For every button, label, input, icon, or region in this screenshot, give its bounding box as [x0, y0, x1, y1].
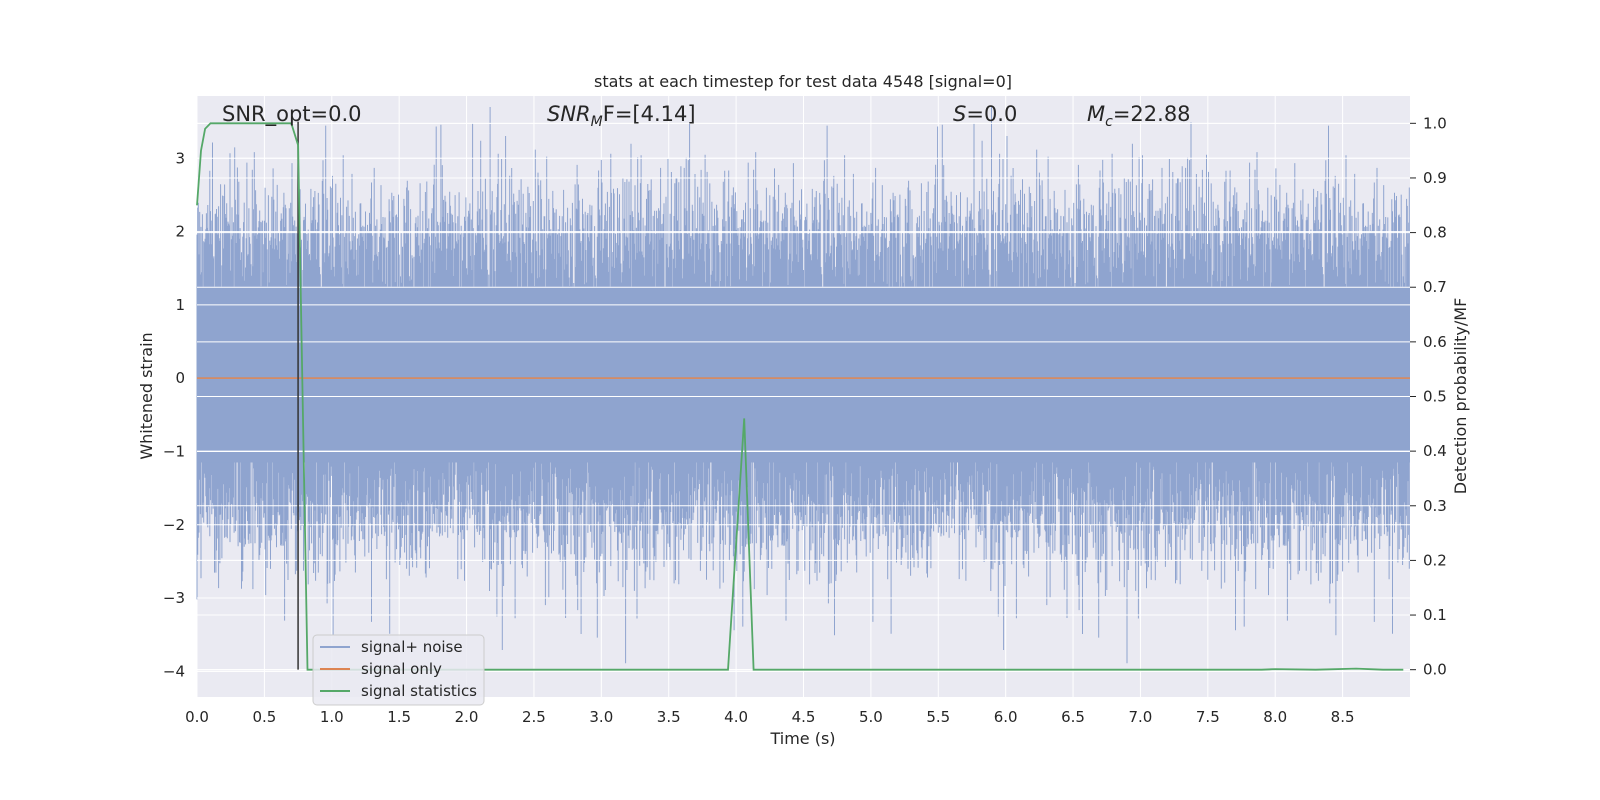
x-tick-label-16: 8.0	[1263, 708, 1287, 726]
y2-tick-label-5: 0.5	[1423, 388, 1447, 406]
x-tick-label-10: 5.0	[859, 708, 883, 726]
x-tick-label-5: 2.5	[522, 708, 546, 726]
legend: signal+ noise signal only signal statist…	[312, 634, 485, 706]
y2-tick-label-10: 0.0	[1423, 661, 1447, 679]
y-tick-label-2: 1	[175, 296, 185, 314]
x-tick-label-11: 5.5	[926, 708, 950, 726]
snr-opt-annotation: SNR_opt=0.0	[222, 102, 362, 127]
x-tick-label-6: 3.0	[589, 708, 613, 726]
x-tick-label-13: 6.5	[1061, 708, 1085, 726]
x-axis-label: Time (s)	[769, 729, 835, 748]
y-axis-ticks: 3 2 1 0 −1 −2 −3 −4	[163, 149, 185, 680]
y-tick-label-3: 0	[175, 369, 185, 387]
legend-box	[312, 634, 485, 706]
x-tick-label-3: 1.5	[387, 708, 411, 726]
y-tick-label-0: 3	[175, 149, 185, 167]
y2-tick-label-2: 0.8	[1423, 224, 1447, 242]
y2-tick-label-8: 0.2	[1423, 551, 1447, 569]
y-axis-label: Whitened strain	[137, 332, 156, 459]
legend-label-signal-only: signal only	[361, 660, 442, 678]
s-main: S	[953, 102, 966, 126]
mc-sub: c	[1105, 114, 1113, 130]
s-annotation: S=0.0	[953, 102, 1017, 126]
y-tick-label-5: −2	[163, 516, 185, 534]
signal-noise-core	[197, 286, 1410, 463]
y2-tick-label-1: 0.9	[1423, 169, 1447, 187]
y2-tick-label-4: 0.6	[1423, 333, 1447, 351]
y2-tick-label-7: 0.3	[1423, 497, 1447, 515]
y2-axis-ticks: 1.0 0.9 0.8 0.7 0.6 0.5 0.4 0.3 0.2 0.1 0.0	[1410, 114, 1447, 679]
x-tick-label-4: 2.0	[455, 708, 479, 726]
y2-axis-label: Detection probability/MF	[1451, 298, 1470, 495]
mc-annotation: Mc=22.88	[1087, 102, 1191, 130]
y2-tick-label-3: 0.7	[1423, 278, 1447, 296]
snr-mf-rest: F=[4.14]	[603, 102, 696, 126]
y-tick-label-1: 2	[175, 223, 185, 241]
x-axis-ticks: 0.0 0.5 1.0 1.5 2.0 2.5 3.0 3.5 4.0 4.5 5.0 5.5 6.0 6…	[185, 708, 1354, 726]
snr-mf-sub: M	[591, 114, 603, 130]
x-tick-label-2: 1.0	[320, 708, 344, 726]
signal-statistics-series	[196, 122, 1404, 671]
y2-tick-label-0: 1.0	[1423, 114, 1447, 132]
x-tick-label-9: 4.5	[792, 708, 816, 726]
s-rest: =0.0	[966, 102, 1017, 126]
mc-main: M	[1087, 102, 1105, 126]
snr-mf-annotation: SNRMF=[4.14]	[547, 102, 696, 130]
x-tick-label-15: 7.5	[1196, 708, 1220, 726]
x-tick-label-0: 0.0	[185, 708, 209, 726]
legend-label-signal-statistics: signal statistics	[361, 682, 477, 700]
legend-label-signal-noise: signal+ noise	[361, 638, 463, 656]
x-tick-label-14: 7.0	[1129, 708, 1153, 726]
y-tick-label-4: −1	[163, 442, 185, 460]
y-tick-label-7: −4	[163, 662, 185, 680]
x-tick-label-8: 4.0	[724, 708, 748, 726]
y2-tick-label-9: 0.1	[1423, 606, 1447, 624]
y-tick-label-6: −3	[163, 589, 185, 607]
snr-mf-main: SNR	[547, 102, 591, 126]
mc-rest: =22.88	[1113, 102, 1191, 126]
x-tick-label-17: 8.5	[1331, 708, 1355, 726]
chart-title: stats at each timestep for test data 454…	[594, 72, 1012, 91]
x-tick-label-1: 0.5	[252, 708, 276, 726]
y2-tick-label-6: 0.4	[1423, 442, 1447, 460]
x-tick-label-12: 6.0	[994, 708, 1018, 726]
signal-statistics-line	[196, 122, 1404, 671]
x-tick-label-7: 3.5	[657, 708, 681, 726]
